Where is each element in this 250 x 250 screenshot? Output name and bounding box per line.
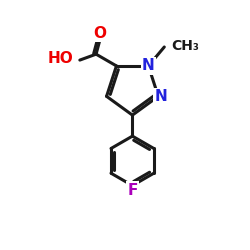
Text: N: N xyxy=(154,89,167,104)
Text: HO: HO xyxy=(48,51,74,66)
Text: O: O xyxy=(93,26,106,41)
Text: CH₃: CH₃ xyxy=(171,39,199,53)
Text: N: N xyxy=(142,58,155,74)
Text: F: F xyxy=(127,182,138,198)
